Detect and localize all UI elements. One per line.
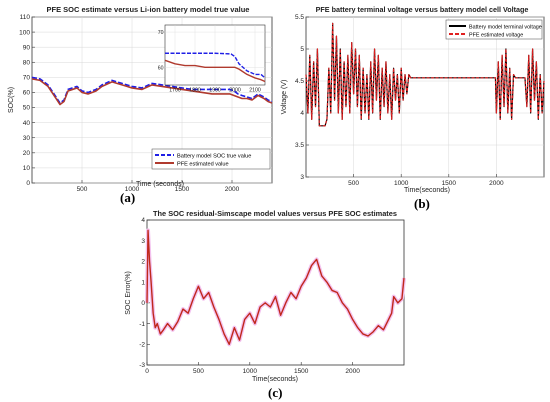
panel-b-legend: Battery model terminal voltage PFE estim… xyxy=(445,19,543,40)
y-tick-label: 4.5 xyxy=(295,78,304,85)
x-tick-label: 500 xyxy=(348,180,359,187)
panel-b-legend-label-1: PFE estimated voltage xyxy=(469,32,523,38)
panel-c-xlabel: Time(seconds) xyxy=(252,376,298,383)
panel-a-legend-label-0: Battery model SOC true value xyxy=(177,154,251,160)
series-line-0 xyxy=(165,52,266,79)
panel-c-ylabel: SOC Error(%) xyxy=(125,271,132,315)
panel-a-inset-series xyxy=(164,52,266,83)
panel-a-title: PFE SOC estimate versus Li-ion battery m… xyxy=(47,5,250,14)
panel-a-x-ticks: 500 1000 1500 2000 xyxy=(77,180,240,193)
panel-a-series xyxy=(31,76,273,106)
x-tick-label: 1000 xyxy=(125,186,140,193)
series-line-1 xyxy=(31,78,273,106)
y-tick-label: 70 xyxy=(23,75,31,82)
y-tick-label: 5.5 xyxy=(295,14,304,21)
inset-y-tick-label: 70 xyxy=(158,30,164,36)
x-tick-label: 2000 xyxy=(345,368,360,375)
panel-b-legend-box xyxy=(445,19,543,40)
y-tick-label: 110 xyxy=(20,14,31,21)
panel-b-label: (b) xyxy=(414,196,430,211)
y-tick-label: 4 xyxy=(300,110,304,117)
y-tick-label: 0 xyxy=(141,300,145,307)
x-tick-label: 1500 xyxy=(175,186,190,193)
panel-b-y-ticks: 3 3.5 4 4.5 5 5.5 xyxy=(295,14,309,181)
inset-y-tick-label: 60 xyxy=(158,65,164,71)
panel-b-x-ticks: 500 1000 1500 2000 xyxy=(348,174,504,187)
x-tick-label: 0 xyxy=(145,368,149,375)
y-tick-label: 60 xyxy=(23,90,31,97)
y-tick-label: 5 xyxy=(300,46,304,53)
x-tick-label: 500 xyxy=(77,186,88,193)
panel-a-label: (a) xyxy=(120,190,136,205)
y-tick-label: 3 xyxy=(141,238,145,245)
panel-b-legend-label-0: Battery model terminal voltage xyxy=(469,24,542,30)
panel-c-series xyxy=(145,228,406,347)
panel-c-x-ticks: 0 500 1000 1500 2000 xyxy=(145,362,360,375)
panel-a-inset: 1700 1800 1900 2000 2100 60 70 xyxy=(158,24,266,94)
y-tick-label: 0 xyxy=(26,180,30,187)
x-tick-label: 1000 xyxy=(243,368,258,375)
inset-x-tick-label: 2000 xyxy=(229,88,241,94)
series-line-1 xyxy=(164,59,266,83)
y-tick-label: 40 xyxy=(23,120,31,127)
panel-a-soc-estimate-chart: PFE SOC estimate versus Li-ion battery m… xyxy=(8,5,273,193)
panel-a-ylabel: SOC(%) xyxy=(8,87,15,113)
panel-a-inset-ticks: 1700 1800 1900 2000 2100 60 70 xyxy=(158,30,261,93)
panel-c-label: (c) xyxy=(268,385,283,400)
inset-x-tick-label: 1700 xyxy=(169,88,181,94)
y-tick-label: -3 xyxy=(139,362,145,369)
panel-a-xlabel: Time (seconds) xyxy=(136,181,184,188)
y-tick-label: 10 xyxy=(23,165,31,172)
panel-a-y-ticks: 0 10 20 30 40 50 60 70 80 90 100 110 xyxy=(19,14,35,187)
inset-x-tick-label: 1800 xyxy=(189,88,201,94)
y-tick-label: 30 xyxy=(23,135,31,142)
x-tick-label: 1000 xyxy=(394,180,409,187)
inset-x-tick-label: 1900 xyxy=(209,88,221,94)
y-tick-label: 100 xyxy=(19,29,30,36)
y-tick-label: 2 xyxy=(141,259,145,266)
panel-b-grid xyxy=(306,16,544,178)
y-tick-label: 90 xyxy=(23,44,31,51)
y-tick-label: 1 xyxy=(141,279,145,286)
panel-b-xlabel: Time(seconds) xyxy=(404,187,450,194)
x-tick-label: 2000 xyxy=(225,186,240,193)
panel-c-title: The SOC residual-Simscape model values v… xyxy=(153,209,397,218)
panel-c-soc-residual-chart: The SOC residual-Simscape model values v… xyxy=(125,209,406,383)
panel-b-ylabel: Voltage (V) xyxy=(281,80,288,115)
y-tick-label: 50 xyxy=(23,105,31,112)
y-tick-label: -1 xyxy=(139,321,145,328)
panel-a-legend-label-1: PFE estimated value xyxy=(177,162,229,168)
panel-b-title: PFE battery terminal voltage versus batt… xyxy=(316,5,529,14)
x-tick-label: 500 xyxy=(193,368,204,375)
y-tick-label: 3.5 xyxy=(295,142,304,149)
y-tick-label: 20 xyxy=(23,150,31,157)
panel-a-legend-box xyxy=(151,148,271,170)
panel-a-legend: Battery model SOC true value PFE estimat… xyxy=(151,148,271,170)
y-tick-label: 4 xyxy=(141,217,145,224)
panel-a-inset-grid xyxy=(165,25,265,85)
series-line-0 xyxy=(146,229,405,345)
x-tick-label: 1500 xyxy=(442,180,457,187)
series-line-1 xyxy=(305,22,545,127)
y-tick-label: 80 xyxy=(23,59,31,66)
panel-c-plot-area xyxy=(146,219,405,366)
inset-x-tick-label: 2100 xyxy=(249,88,261,94)
y-tick-label: -2 xyxy=(139,341,145,348)
panel-b-voltage-chart: PFE battery terminal voltage versus batt… xyxy=(281,5,545,194)
panel-b-series xyxy=(305,22,545,127)
y-tick-label: 3 xyxy=(300,174,304,181)
x-tick-label: 1500 xyxy=(294,368,309,375)
x-tick-label: 2000 xyxy=(489,180,504,187)
